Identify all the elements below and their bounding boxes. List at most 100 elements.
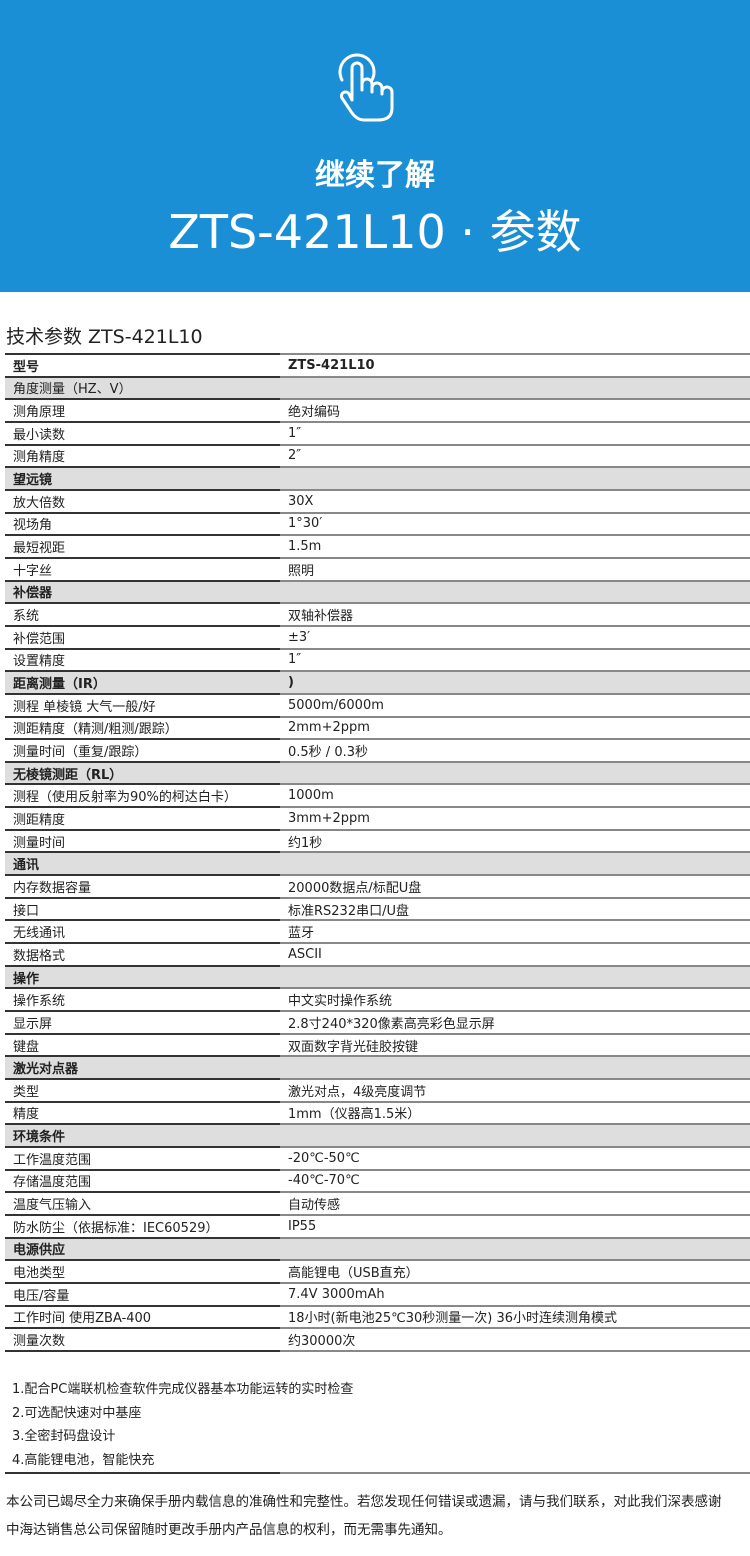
disclaimer-line: 本公司已竭尽全力来确保手册内载信息的准确性和完整性。若您发现任何错误或遗漏，请与… (6, 1494, 722, 1510)
table-row: 测角原理 绝对编码 (5, 398, 750, 422)
table-row: 测程 单棱镜 大气一般/好 5000m/6000m (5, 692, 750, 717)
table-row: 测量时间 约1秒 (5, 828, 750, 853)
spec-value (280, 375, 750, 400)
spec-label: 放大倍数 (5, 488, 280, 513)
header-key: 型号 (5, 353, 280, 377)
spec-label: 电池类型 (5, 1259, 280, 1283)
spec-label: 无棱镜测距（RL） (5, 760, 280, 785)
spec-value: 激光对点，4级亮度调节 (280, 1078, 750, 1102)
spec-value (280, 1055, 750, 1079)
spec-value: 1000m (280, 783, 750, 808)
spec-label: 测角精度 (5, 443, 280, 468)
spec-label: 电源供应 (5, 1236, 280, 1261)
table-row: 防水防尘（依据标准：IEC60529） IP55 (5, 1213, 750, 1238)
spec-value: 5000m/6000m (280, 692, 750, 717)
spec-label: 设置精度 (5, 647, 280, 672)
spec-value (280, 466, 750, 490)
spec-label: 测量次数 (5, 1327, 280, 1352)
spec-value: -20℃-50℃ (280, 1145, 750, 1170)
spec-value: ±3′ (280, 624, 750, 649)
note-item: 1.配合PC端联机检查软件完成仪器基本功能运转的实时检查 (12, 1382, 354, 1397)
spec-label: 角度测量（HZ、V） (5, 375, 280, 400)
spec-value (280, 579, 750, 604)
spec-value: 2″ (280, 443, 750, 468)
spec-label: 测程（使用反射率为90%的柯达白卡） (5, 783, 280, 808)
spec-value: ASCII (280, 942, 750, 966)
table-row: 操作系统 中文实时操作系统 (5, 987, 750, 1012)
note-item: 3.全密封码盘设计 (12, 1429, 116, 1444)
table-row: 数据格式 ASCII (5, 942, 750, 966)
spec-label: 测量时间（重复/跟踪） (5, 738, 280, 762)
table-row: 设置精度 1″ (5, 647, 750, 672)
table-section-row: 通讯 (5, 851, 750, 876)
spec-label: 激光对点器 (5, 1055, 280, 1079)
spec-label: 操作系统 (5, 987, 280, 1012)
spec-value: 高能锂电（USB直充） (280, 1259, 750, 1283)
spec-value: 照明 (280, 556, 750, 581)
table-row: 显示屏 2.8寸240*320像素高亮彩色显示屏 (5, 1010, 750, 1034)
spec-value: 双面数字背光硅胶按键 (280, 1032, 750, 1057)
spec-value: 18小时(新电池25℃30秒测量一次) 36小时连续测角模式 (280, 1304, 750, 1329)
table-row: 系统 双轴补偿器 (5, 602, 750, 626)
disclaimer-line: 中海达销售总公司保留随时更改手册内产品信息的权利，而无需事先通知。 (6, 1522, 452, 1538)
note-item: 4.高能锂电池，智能快充 (12, 1452, 155, 1468)
table-row: 温度气压输入 自动传感 (5, 1191, 750, 1215)
spec-label: 测量时间 (5, 828, 280, 853)
spec-label: 视场角 (5, 511, 280, 536)
table-row: 视场角 1°30′ (5, 511, 750, 536)
spec-label: 温度气压输入 (5, 1191, 280, 1215)
spec-label: 测距精度 (5, 806, 280, 830)
spec-label: 内存数据容量 (5, 874, 280, 898)
touch-hand-icon (338, 53, 394, 122)
table-row: 接口 标准RS232串口/U盘 (5, 896, 750, 921)
spec-label: 无线通讯 (5, 919, 280, 944)
banner: 继续了解 ZTS-421L10 · 参数 (0, 0, 750, 292)
divider (5, 1472, 750, 1474)
table-section-row: 激光对点器 (5, 1055, 750, 1079)
feature-notes: 1.配合PC端联机检查软件完成仪器基本功能运转的实时检查 2.可选配快速对中基座… (12, 1378, 353, 1472)
table-row: 最短视距 1.5m (5, 534, 750, 558)
spec-label: 最短视距 (5, 534, 280, 558)
spec-value: 蓝牙 (280, 919, 750, 944)
spec-label: 望远镜 (5, 466, 280, 490)
spec-value: 双轴补偿器 (280, 602, 750, 626)
table-row: 无线通讯 蓝牙 (5, 919, 750, 944)
spec-value: 约30000次 (280, 1327, 750, 1352)
table-row: 存储温度范围 -40℃-70℃ (5, 1168, 750, 1193)
spec-label: 数据格式 (5, 942, 280, 966)
spec-label: 操作 (5, 964, 280, 989)
table-row: 补偿范围 ±3′ (5, 624, 750, 649)
spec-value (280, 1236, 750, 1261)
spec-label: 十字丝 (5, 556, 280, 581)
spec-label: 测角原理 (5, 398, 280, 422)
spec-label: 显示屏 (5, 1010, 280, 1034)
spec-value: 1″ (280, 420, 750, 445)
spec-label: 接口 (5, 896, 280, 921)
spec-value: IP55 (280, 1213, 750, 1238)
table-section-row: 环境条件 (5, 1123, 750, 1147)
spec-value: 标准RS232串口/U盘 (280, 896, 750, 921)
table-row: 内存数据容量 20000数据点/标配U盘 (5, 874, 750, 898)
section-title: 技术参数 ZTS-421L10 (6, 326, 203, 348)
table-row: 放大倍数 30X (5, 488, 750, 513)
spec-value: 7.4V 3000mAh (280, 1281, 750, 1306)
spec-label: 补偿器 (5, 579, 280, 604)
spec-label: 补偿范围 (5, 624, 280, 649)
spec-value (280, 760, 750, 785)
table-section-row: 补偿器 (5, 579, 750, 604)
spec-value: 0.5秒 / 0.3秒 (280, 738, 750, 762)
spec-value: 1″ (280, 647, 750, 672)
spec-label: 工作时间 使用ZBA-400 (5, 1304, 280, 1329)
spec-label: 测程 单棱镜 大气一般/好 (5, 692, 280, 717)
spec-value (280, 851, 750, 876)
spec-value: 1°30′ (280, 511, 750, 536)
spec-value: -40℃-70℃ (280, 1168, 750, 1193)
banner-title: ZTS-421L10 · 参数 (168, 205, 582, 259)
spec-value: 自动传感 (280, 1191, 750, 1215)
spec-label: 类型 (5, 1078, 280, 1102)
spec-label: 键盘 (5, 1032, 280, 1057)
table-section-row: 操作 (5, 964, 750, 989)
spec-label: 精度 (5, 1100, 280, 1125)
spec-value: 约1秒 (280, 828, 750, 853)
spec-label: 测距精度（精测/粗测/跟踪） (5, 715, 280, 740)
